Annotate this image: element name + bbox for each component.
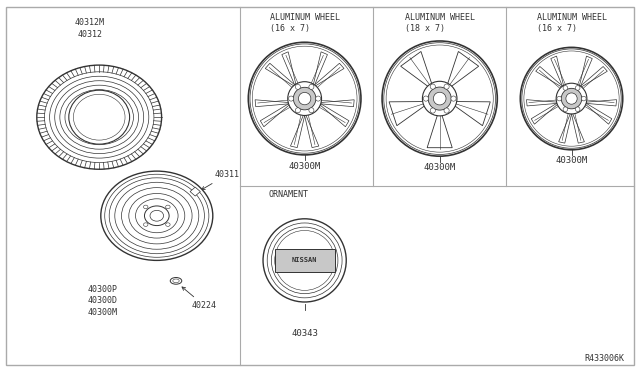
Ellipse shape <box>556 83 587 114</box>
Ellipse shape <box>309 84 314 89</box>
Ellipse shape <box>309 108 314 113</box>
Ellipse shape <box>575 107 580 112</box>
Ellipse shape <box>271 227 338 294</box>
Ellipse shape <box>428 87 451 110</box>
Text: NISSAN: NISSAN <box>292 257 317 263</box>
Text: 40300M: 40300M <box>289 161 321 171</box>
Text: R433006K: R433006K <box>584 354 624 363</box>
Ellipse shape <box>316 96 321 101</box>
Ellipse shape <box>451 96 456 101</box>
Ellipse shape <box>145 206 169 225</box>
Ellipse shape <box>423 96 428 101</box>
Bar <box>275 249 335 272</box>
Text: 40224: 40224 <box>182 287 217 310</box>
Ellipse shape <box>150 210 164 221</box>
Polygon shape <box>190 187 200 196</box>
Ellipse shape <box>295 84 300 89</box>
Ellipse shape <box>143 223 148 227</box>
Ellipse shape <box>298 92 311 105</box>
Ellipse shape <box>166 223 170 227</box>
Ellipse shape <box>575 86 580 90</box>
Text: ALUMINUM WHEEL
(16 x 7): ALUMINUM WHEEL (16 x 7) <box>269 13 340 33</box>
Text: ALUMINUM WHEEL
(18 x 7): ALUMINUM WHEEL (18 x 7) <box>404 13 475 33</box>
Text: 40300M: 40300M <box>424 163 456 172</box>
Ellipse shape <box>101 171 212 260</box>
Ellipse shape <box>170 278 182 284</box>
Ellipse shape <box>430 108 435 113</box>
Ellipse shape <box>444 84 449 89</box>
Ellipse shape <box>582 96 586 101</box>
Text: 40311: 40311 <box>202 170 239 190</box>
Ellipse shape <box>289 96 294 101</box>
Ellipse shape <box>288 82 321 115</box>
Text: 40300P
40300D
40300M: 40300P 40300D 40300M <box>88 285 117 317</box>
Ellipse shape <box>293 87 316 110</box>
Ellipse shape <box>263 219 346 302</box>
Ellipse shape <box>248 42 361 155</box>
Ellipse shape <box>382 41 497 156</box>
Ellipse shape <box>295 108 300 113</box>
Text: 40300M: 40300M <box>556 157 588 166</box>
Ellipse shape <box>166 205 170 209</box>
Ellipse shape <box>520 47 623 150</box>
Text: ALUMINUM WHEEL
(16 x 7): ALUMINUM WHEEL (16 x 7) <box>536 13 607 33</box>
Ellipse shape <box>433 92 446 105</box>
Text: ORNAMENT: ORNAMENT <box>269 190 308 199</box>
Ellipse shape <box>557 96 561 101</box>
Ellipse shape <box>430 84 435 89</box>
Ellipse shape <box>563 107 568 112</box>
Text: 40312M
40312: 40312M 40312 <box>75 18 104 39</box>
Ellipse shape <box>561 88 582 109</box>
Ellipse shape <box>69 90 129 144</box>
Ellipse shape <box>563 86 568 90</box>
Ellipse shape <box>36 65 162 169</box>
Text: 40343: 40343 <box>291 329 318 338</box>
Ellipse shape <box>566 93 577 104</box>
Ellipse shape <box>444 108 449 113</box>
Ellipse shape <box>422 81 457 116</box>
Ellipse shape <box>143 205 148 209</box>
